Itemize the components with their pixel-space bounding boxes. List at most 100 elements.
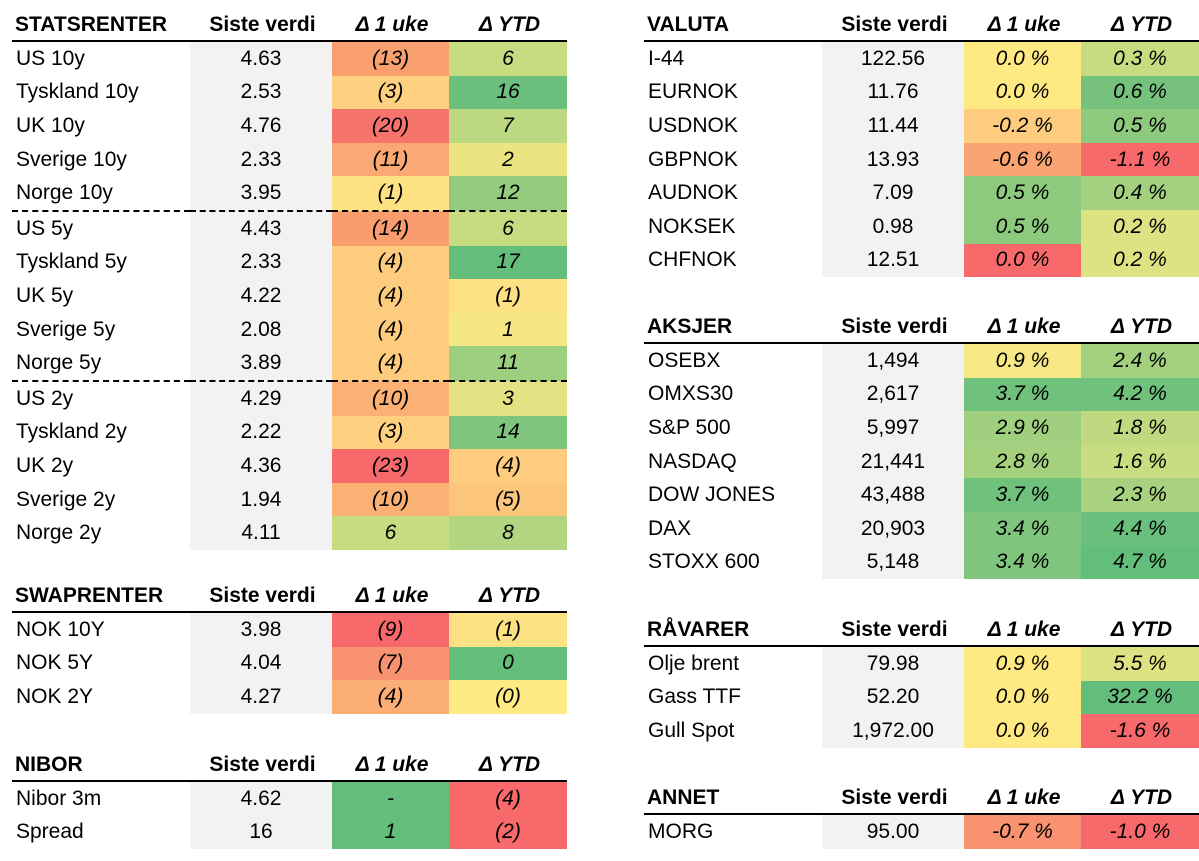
delta-ytd: 6 [449, 209, 567, 246]
last-value: 2.08 [190, 312, 332, 347]
column-header-delta-ytd: Δ YTD [449, 9, 567, 42]
row-label: Sverige 2y [16, 487, 116, 511]
row-label: Tyskland 10y [16, 80, 139, 104]
table-title: ANNET [644, 782, 822, 815]
row-label: Nibor 3m [16, 786, 102, 810]
column-header-delta-ytd: Δ YTD [1081, 614, 1199, 647]
delta-week: (3) [332, 415, 449, 450]
table-row: Olje brent 79.98 0.9 % 5.5 % [644, 646, 1199, 681]
delta-week: (23) [332, 449, 449, 483]
table-row: STOXX 600 5,148 3.4 % 4.7 % [644, 545, 1199, 580]
table-row: US 10y 4.63 (13) 6 [12, 41, 567, 76]
column-header-delta-week: Δ 1 uke [964, 614, 1081, 647]
row-label: OSEBX [648, 348, 721, 372]
delta-week: 0.9 % [964, 343, 1081, 378]
delta-ytd: (2) [449, 815, 567, 850]
last-value: 4.22 [190, 279, 332, 313]
header-row: STATSRENTER Siste verdi Δ 1 uke Δ YTD [12, 9, 567, 42]
delta-ytd: 0.3 % [1081, 41, 1199, 76]
table-row: DAX 20,903 3.4 % 4.4 % [644, 511, 1199, 546]
delta-week: (4) [332, 279, 449, 313]
row-label: US 5y [12, 209, 190, 246]
delta-ytd: 0.2 % [1081, 209, 1199, 244]
table-row: USDNOK 11.44 -0.2 % 0.5 % [644, 109, 1199, 143]
row-label: NOK 10Y [16, 617, 105, 641]
row-label: STOXX 600 [648, 550, 760, 574]
table-row: Sverige 10y 2.33 (11) 2 [12, 142, 567, 177]
valuta-table: VALUTA Siste verdi Δ 1 uke Δ YTD I-44 122.56 0… [644, 9, 1199, 278]
row-label: Spread [16, 820, 84, 844]
delta-ytd: 2.4 % [1081, 343, 1199, 378]
last-value: 4.62 [190, 781, 332, 816]
row-label: GBPNOK [648, 147, 738, 171]
table-row: Tyskland 5y 2.33 (4) 17 [12, 245, 567, 280]
last-value: 52.20 [822, 680, 964, 715]
delta-ytd: 7 [449, 109, 567, 143]
table-row: I-44 122.56 0.0 % 0.3 % [644, 41, 1199, 76]
header-row: NIBOR Siste verdi Δ 1 uke Δ YTD [12, 749, 567, 782]
table-title: VALUTA [644, 9, 822, 42]
table-row: CHFNOK 12.51 0.0 % 0.2 % [644, 243, 1199, 278]
delta-ytd: 8 [449, 516, 567, 550]
delta-week: (13) [332, 41, 449, 76]
delta-ytd: 1.8 % [1081, 411, 1199, 445]
row-label: Norge 5y [16, 351, 102, 375]
last-value: 4.11 [190, 516, 332, 550]
table-row: NASDAQ 21,441 2.8 % 1.6 % [644, 444, 1199, 479]
table-row: Nibor 3m 4.62- (4) [12, 781, 567, 816]
row-label: DAX [648, 516, 692, 540]
column-header-value: Siste verdi [822, 782, 964, 815]
ravarer-table: RÅVARER Siste verdi Δ 1 uke Δ YTD Olje brent… [644, 614, 1199, 748]
header-row: RÅVARER Siste verdi Δ 1 uke Δ YTD [644, 614, 1199, 647]
last-value: 4.63 [190, 41, 332, 76]
last-value: 95.00 [822, 814, 964, 849]
column-header-delta-ytd: Δ YTD [1081, 311, 1199, 344]
row-label: Gull Spot [648, 718, 735, 742]
column-header-value: Siste verdi [822, 311, 964, 344]
last-value: 2.33 [190, 245, 332, 280]
row-label: Sverige 10y [16, 147, 127, 171]
row-label: UK 5y [16, 283, 74, 307]
row-label: Norge 2y [16, 521, 102, 545]
table-row: Tyskland 10y 2.53 (3) 16 [12, 75, 567, 110]
delta-week: (4) [332, 680, 449, 714]
column-header-value: Siste verdi [190, 749, 332, 782]
delta-ytd: 11 [449, 346, 567, 381]
last-value: 12.51 [822, 243, 964, 278]
delta-ytd: (5) [449, 482, 567, 517]
delta-ytd: 3 [449, 379, 567, 416]
delta-week: (10) [332, 482, 449, 517]
table-title: AKSJER [644, 311, 822, 344]
delta-week: 0.0 % [964, 41, 1081, 76]
last-value: 2.53 [190, 75, 332, 110]
delta-week: 0.0 % [964, 75, 1081, 110]
delta-ytd: 5.5 % [1081, 646, 1199, 681]
table-row: UK 2y 4.36 (23) (4) [12, 449, 567, 483]
delta-ytd: 17 [449, 245, 567, 280]
delta-ytd: 0.4 % [1081, 176, 1199, 210]
column-header-value: Siste verdi [822, 614, 964, 647]
delta-week: 2.8 % [964, 444, 1081, 479]
table-row: Norge 2y 4.11 6 8 [12, 516, 567, 550]
delta-ytd: -1.0 % [1081, 814, 1199, 849]
table-title: STATSRENTER [12, 9, 190, 42]
row-label: NOK 5Y [16, 651, 94, 675]
last-value: 4.29 [190, 379, 332, 416]
last-value: 11.76 [822, 75, 964, 110]
delta-week: 3.7 % [964, 478, 1081, 512]
delta-week: 3.4 % [964, 511, 1081, 546]
last-value: 20,903 [822, 511, 964, 546]
row-label: Olje brent [648, 651, 740, 675]
row-label: Gass TTF [648, 685, 741, 709]
delta-week: -0.7 % [964, 814, 1081, 849]
last-value: 0.98 [822, 209, 964, 244]
delta-ytd: 4.4 % [1081, 511, 1199, 546]
table-row: NOK 5Y 4.04 (7) 0 [12, 646, 567, 681]
last-value: 21,441 [822, 444, 964, 479]
delta-week: (14) [332, 209, 449, 246]
row-label: NASDAQ [648, 449, 737, 473]
table-row: NOK 2Y 4.27 (4) (0) [12, 680, 567, 714]
column-header-value: Siste verdi [190, 9, 332, 42]
row-label: USDNOK [648, 113, 738, 137]
last-value: 11.44 [822, 109, 964, 143]
